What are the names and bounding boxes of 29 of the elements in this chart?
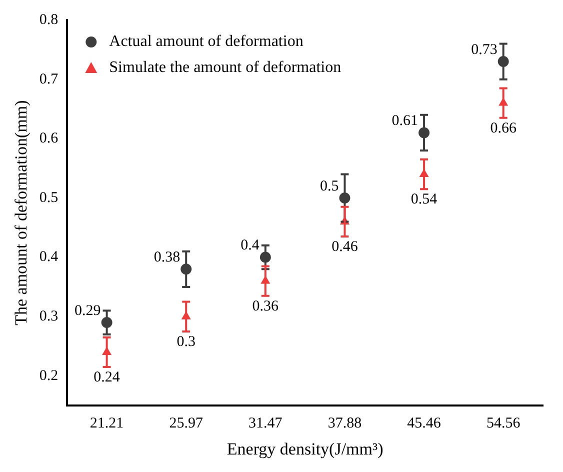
data-label: 0.29 [74,302,101,319]
data-label: 0.66 [490,120,517,136]
y-axis-title: The amount of deformation(mm) [12,100,31,326]
data-label: 0.54 [410,192,438,208]
y-tick-label: 0.3 [39,308,58,325]
y-tick-label: 0.6 [39,130,59,147]
data-label: 0.38 [154,250,180,266]
data-label: 0.3 [176,334,196,350]
y-tick-label: 0.2 [39,368,58,384]
x-tick-label: 45.46 [407,416,442,432]
y-tick-label: 0.7 [39,71,59,88]
y-tick-label: 0.5 [39,190,58,206]
data-label: 0.36 [252,298,280,314]
data-label: 0.5 [320,178,339,194]
x-tick-label: 21.21 [90,416,124,432]
x-tick-label: 31.47 [248,416,283,432]
x-tick-label: 25.97 [169,416,204,432]
data-label: 0.61 [392,113,418,130]
data-label: 0.4 [240,238,260,254]
data-label: 0.73 [471,42,498,58]
x-tick-label: 54.56 [486,416,521,432]
y-tick-label: 0.4 [39,249,59,266]
legend-label: Simulate the amount of deformation [109,59,342,76]
y-tick-label: 0.8 [39,12,58,28]
x-tick-label: 37.88 [328,416,362,432]
x-axis-title: Energy density(J/mm³) [226,439,384,458]
legend-label: Actual amount of deformation [109,33,304,50]
data-label: 0.24 [94,369,120,386]
data-label: 0.46 [332,238,358,255]
